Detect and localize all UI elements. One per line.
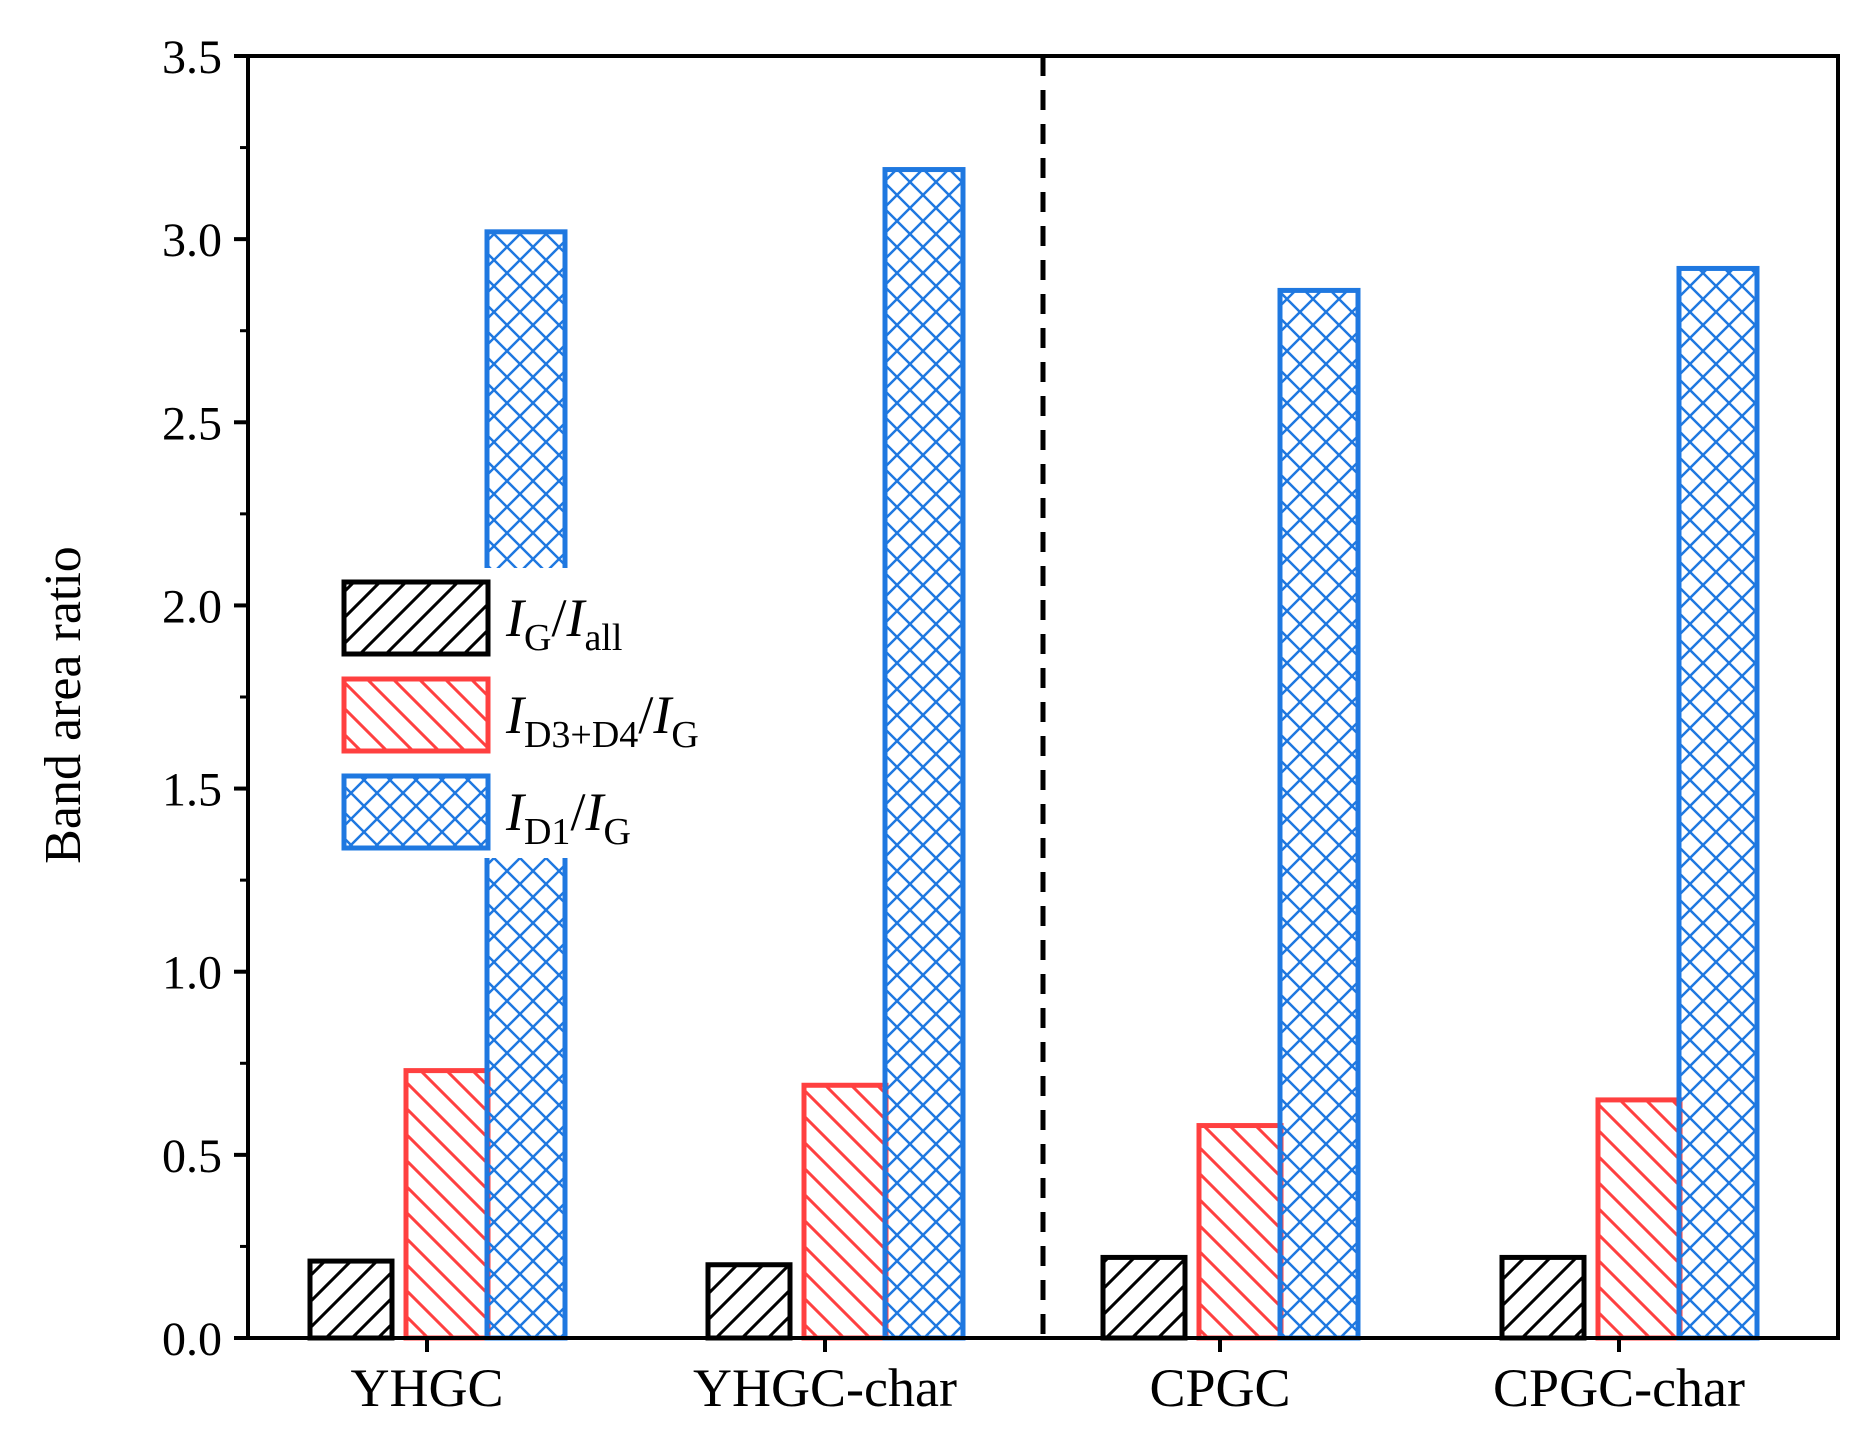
legend-swatch-series-3 [341, 773, 491, 851]
legend-subscript: G [524, 617, 551, 659]
legend-label-series-3: ID1/IG [505, 782, 631, 853]
legend-swatch-series-1 [341, 579, 491, 657]
y-tick-label: 0.5 [162, 1130, 222, 1183]
legend-symbol: I [505, 782, 527, 842]
legend-symbol: I [505, 685, 527, 745]
bar-cpgc-char-series-3 [1676, 265, 1760, 1341]
ticks-layer: 0.0 0.5 1.0 1.5 2.0 2.5 3.0 3.5 YHGC YHGC-char CPG… [162, 31, 1745, 1418]
legend-label-series-2: ID3+D4/IG [505, 685, 699, 756]
bar-yhgc-char-series-1 [705, 1262, 793, 1341]
legend-symbol: I [505, 588, 527, 648]
x-tick-label-cpgc-char: CPGC-char [1493, 1358, 1745, 1418]
bar-cpgc-char-series-2 [1595, 1097, 1683, 1341]
legend-subscript: D3+D4 [524, 714, 638, 756]
y-tick-label: 3.5 [162, 31, 222, 84]
bar-yhgc-char-series-2 [801, 1082, 889, 1341]
legend-symbol: I [652, 685, 674, 745]
legend-subscript: all [584, 617, 622, 659]
bar-cpgc-series-1 [1100, 1254, 1188, 1341]
x-tick-label-yhgc: YHGC [350, 1358, 503, 1418]
x-tick-label-yhgc-char: YHGC-char [693, 1358, 957, 1418]
legend-swatch-series-2 [341, 676, 491, 754]
bar-cpgc-char-series-1 [1499, 1254, 1587, 1341]
bar-cpgc-series-2 [1196, 1123, 1284, 1341]
legend-subscript: G [603, 811, 630, 853]
legend-symbol: I [584, 782, 606, 842]
legend-slash: / [570, 782, 585, 842]
y-tick-label: 2.0 [162, 580, 222, 633]
bar-yhgc-char-series-3 [882, 167, 966, 1341]
y-axis-label: Band area ratio [35, 546, 92, 864]
bar-yhgc-series-1 [307, 1258, 395, 1341]
y-tick-label: 2.5 [162, 397, 222, 450]
x-tick-label-cpgc: CPGC [1149, 1358, 1290, 1418]
y-tick-label: 1.0 [162, 947, 222, 1000]
legend-subscript: G [671, 714, 698, 756]
y-tick-label: 0.0 [162, 1313, 222, 1366]
legend-subscript: D1 [524, 811, 570, 853]
y-tick-label: 1.5 [162, 764, 222, 817]
legend-label-series-1: IG/Iall [505, 588, 622, 659]
bar-cpgc-series-3 [1277, 287, 1361, 1341]
bar-yhgc-series-2 [403, 1068, 491, 1341]
legend-slash: / [551, 588, 566, 648]
y-tick-label: 3.0 [162, 214, 222, 267]
legend-slash: / [638, 685, 653, 745]
legend-symbol: I [565, 588, 587, 648]
